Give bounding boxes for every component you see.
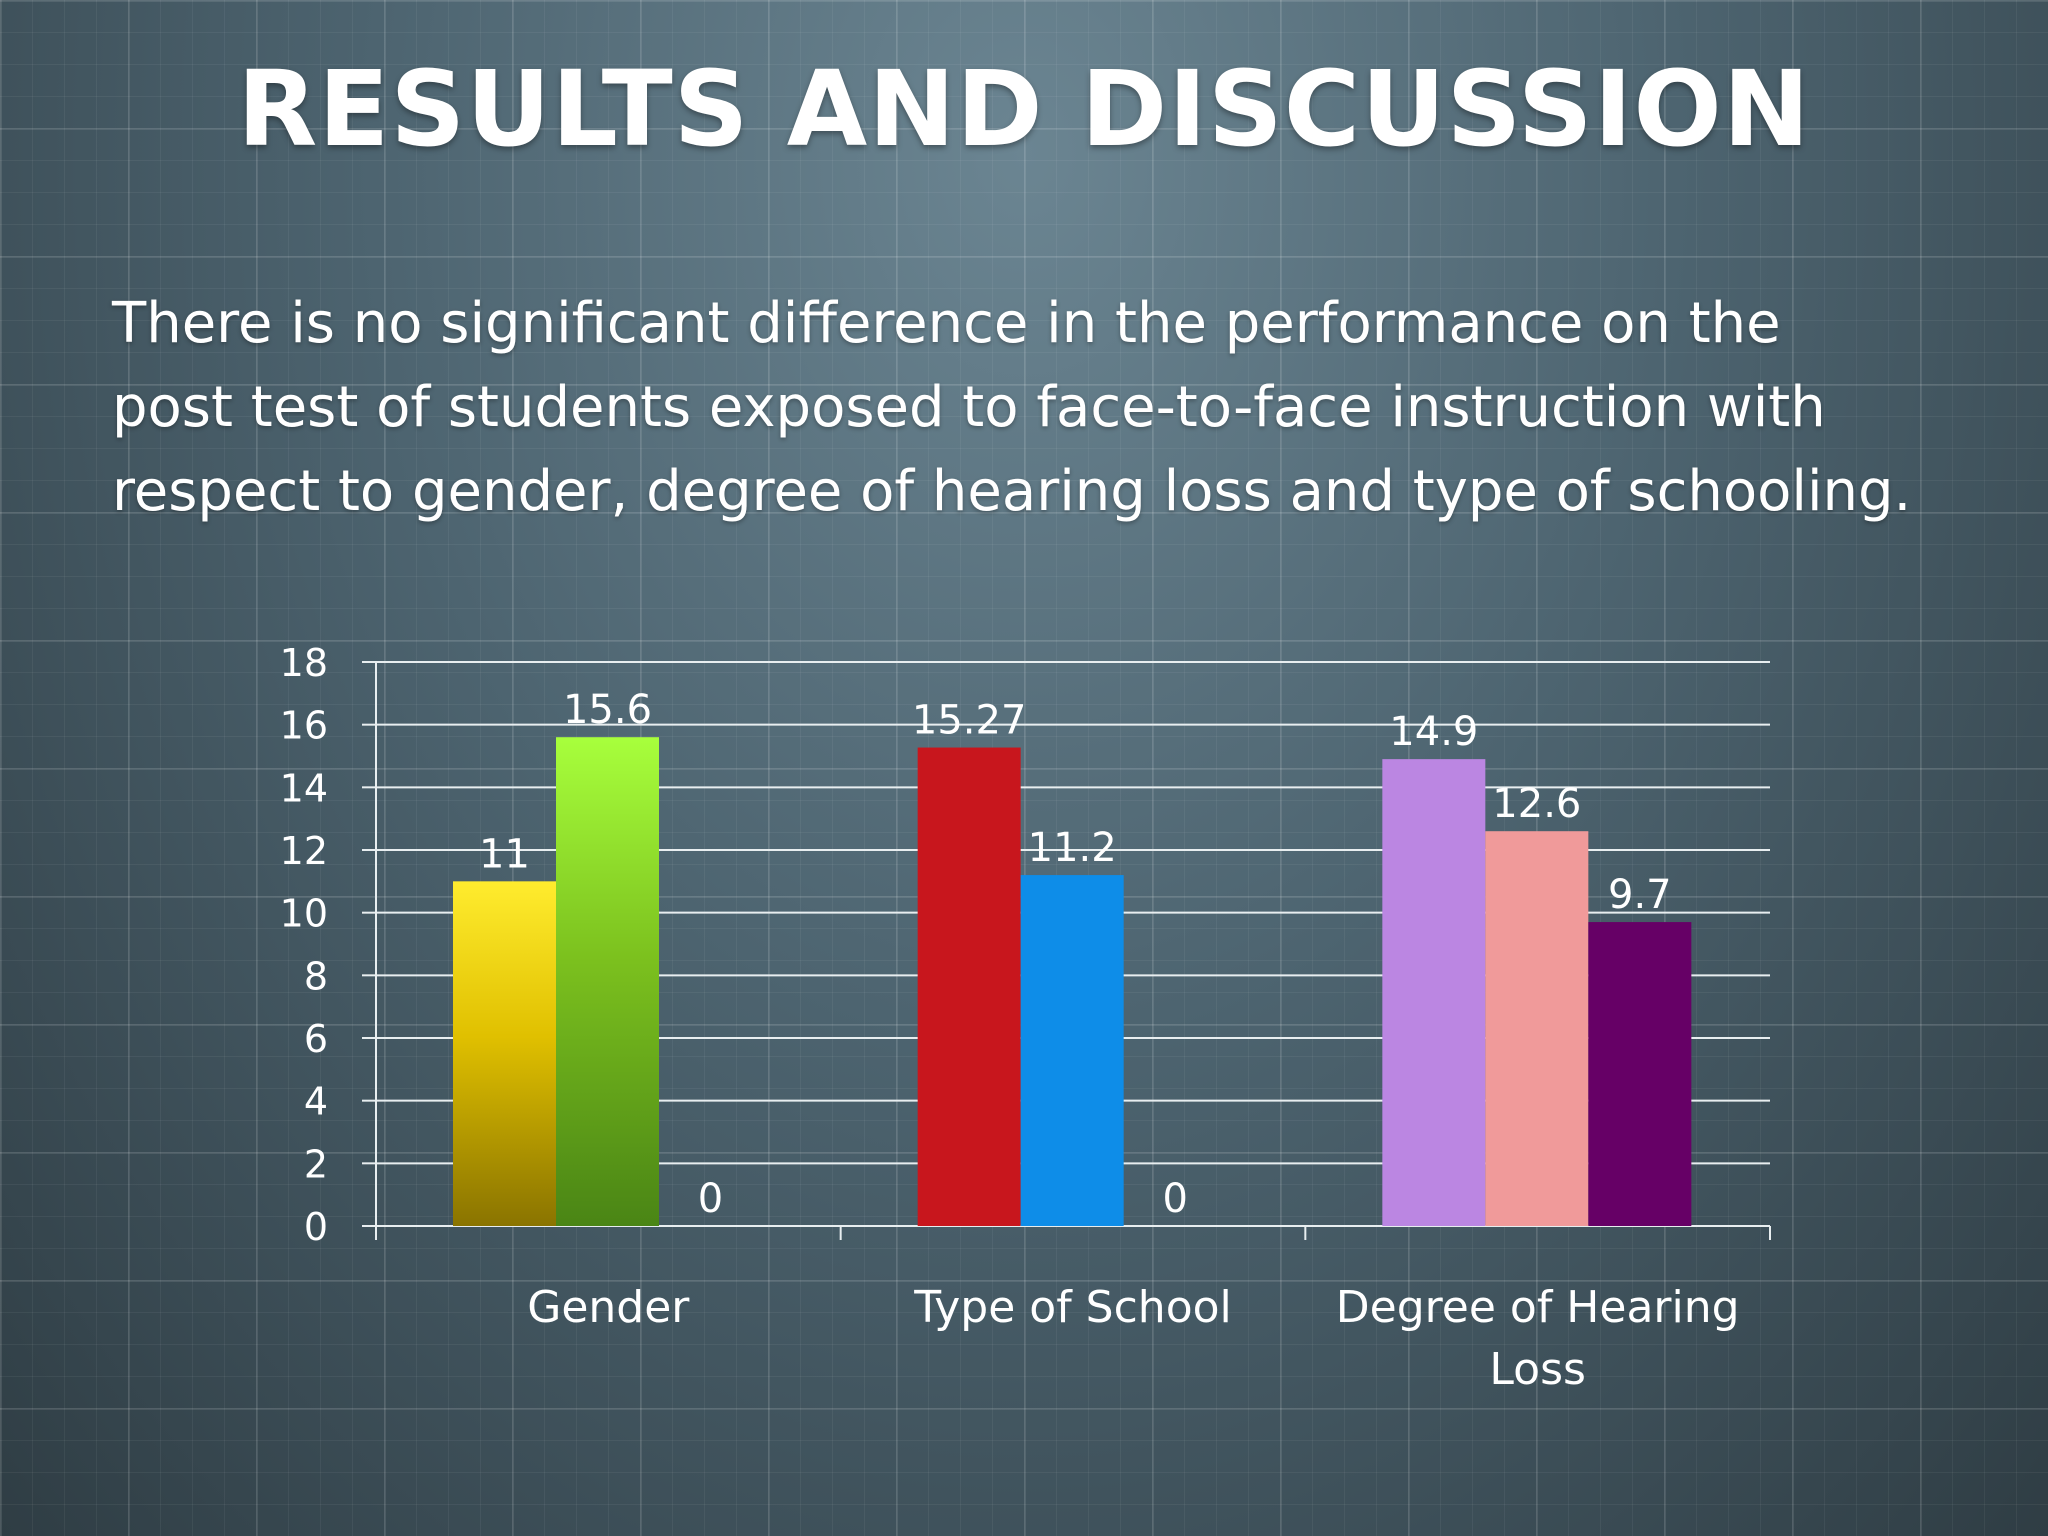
axes: 0 2 4 6 8 10 12 14 16 18 Gender Type of School Degre… [280, 641, 1771, 1395]
bar [1020, 875, 1124, 1226]
y-tick-label: 4 [304, 1080, 328, 1124]
x-category-label: Type of School [913, 1282, 1232, 1333]
bar [556, 737, 659, 1226]
bar [917, 747, 1021, 1226]
bar-chart: 0 2 4 6 8 10 12 14 16 18 Gender Type of School Degre… [280, 641, 1771, 1395]
y-tick-label: 14 [280, 766, 328, 810]
x-category-label: Degree of Hearing Loss [1336, 1282, 1740, 1395]
data-labels: 11 15.27 14.9 15.6 11.2 12.6 0 0 9.7 [479, 687, 1672, 1222]
statement-line-1: There is no significant difference in th… [112, 291, 1781, 356]
statement-line-3: respect to gender, degree of hearing los… [112, 459, 1912, 524]
slide-statement: There is no significant difference in th… [112, 282, 1992, 534]
data-label: 15.27 [912, 698, 1027, 744]
y-tick-label: 8 [304, 954, 328, 998]
data-label: 11 [479, 831, 530, 877]
statement-line-2: post test of students exposed to face-to… [112, 375, 1826, 440]
slide-title: RESULTS AND DISCUSSION [237, 48, 1811, 170]
data-label: 0 [698, 1176, 723, 1222]
y-tick-label: 2 [304, 1142, 328, 1186]
data-label: 9.7 [1608, 872, 1672, 918]
bars [453, 737, 1692, 1226]
x-category-label: Gender [527, 1282, 690, 1333]
data-label: 14.9 [1389, 709, 1478, 755]
y-tick-label: 6 [304, 1017, 328, 1061]
bar [1485, 831, 1589, 1226]
y-tick-label: 10 [280, 892, 328, 936]
y-tick-label: 18 [280, 641, 328, 685]
data-label: 11.2 [1028, 825, 1117, 871]
data-label: 15.6 [563, 687, 652, 733]
y-tick-label: 16 [280, 704, 328, 748]
data-label: 0 [1162, 1176, 1187, 1222]
bar [1382, 759, 1486, 1226]
data-label: 12.6 [1492, 781, 1581, 827]
bar [453, 881, 556, 1226]
y-tick-label: 0 [304, 1205, 328, 1249]
bar [1588, 922, 1692, 1226]
y-tick-label: 12 [280, 829, 328, 873]
